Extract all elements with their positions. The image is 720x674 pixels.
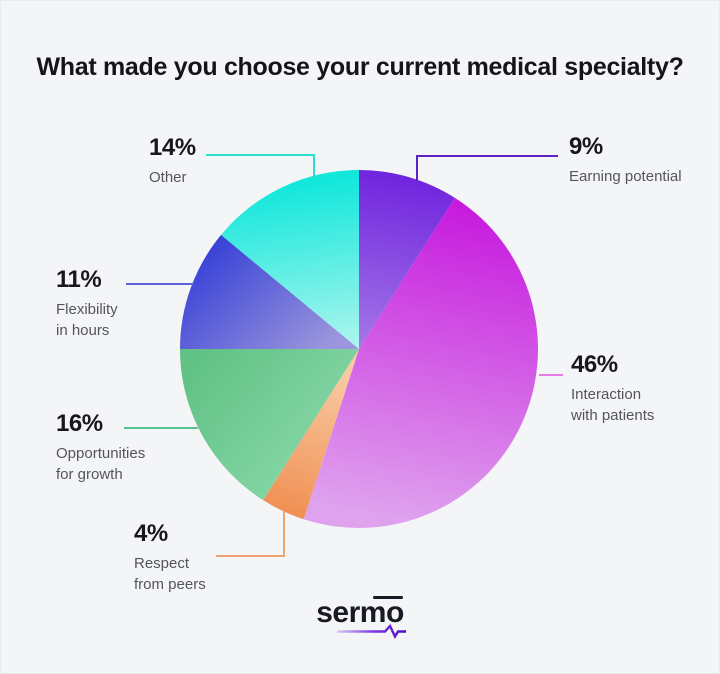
slice-percent-interaction-patients: 46% (571, 351, 618, 378)
logo-pulse-underline-icon (336, 624, 406, 639)
pie-slice-flexibility-in-hours (180, 234, 359, 349)
pie-slice-interaction-with-patients (303, 197, 539, 529)
slice-percent-earning-potential: 9% (569, 133, 603, 160)
logo-overline-mark (372, 596, 403, 599)
slice-label-earning-potential: 9% Earning potential (569, 135, 719, 187)
slice-name-other: Other (149, 169, 187, 186)
slice-label-opportunities-growth: 16% Opportunities for growth (56, 412, 160, 485)
slice-label-interaction-patients: 46% Interaction with patients (571, 353, 666, 426)
sermo-logo: sermo (1, 596, 719, 639)
slice-name-earning-potential: Earning potential (569, 168, 682, 185)
slice-label-respect-peers: 4% Respect from peers (134, 522, 216, 595)
slice-label-flexibility-hours: 11% Flexibility in hours (56, 268, 128, 341)
pie-slice-respect-from-peers (263, 349, 359, 520)
slice-percent-respect-peers: 4% (134, 520, 168, 547)
pie-slice-earning-potential (359, 170, 455, 349)
slice-name-interaction-patients: Interaction with patients (571, 386, 655, 424)
leader-line-earning-potential (416, 155, 558, 181)
pie-slices (180, 170, 539, 529)
slice-name-opportunities-growth: Opportunities for growth (56, 445, 146, 483)
slice-percent-other: 14% (149, 134, 196, 161)
sermo-logo-text: sermo (316, 596, 404, 629)
leader-line-other (206, 154, 315, 178)
slice-label-other: 14% Other (149, 136, 209, 188)
pie-slice-opportunities-for-growth (180, 349, 359, 501)
chart-title: What made you choose your current medica… (36, 53, 684, 81)
slice-percent-flexibility-hours: 11% (56, 266, 102, 293)
slice-name-respect-peers: Respect from peers (134, 555, 206, 593)
leader-line-respect-peers (216, 511, 285, 557)
slice-percent-opportunities-growth: 16% (56, 410, 103, 437)
pie-slice-other (221, 170, 359, 349)
slice-name-flexibility-hours: Flexibility in hours (56, 301, 118, 339)
